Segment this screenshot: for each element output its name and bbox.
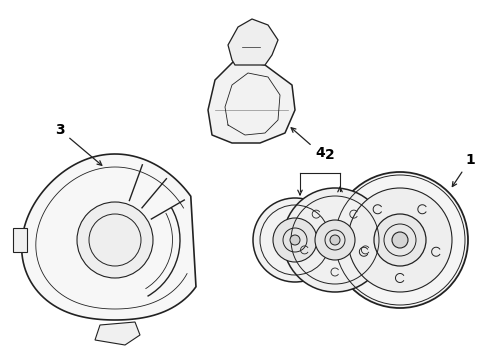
Circle shape	[332, 172, 468, 308]
Text: 4: 4	[291, 128, 325, 160]
Circle shape	[392, 232, 408, 248]
Polygon shape	[228, 19, 278, 65]
Circle shape	[330, 235, 340, 245]
Circle shape	[283, 188, 387, 292]
Circle shape	[273, 218, 317, 262]
Circle shape	[374, 214, 426, 266]
Text: 3: 3	[55, 123, 102, 165]
Circle shape	[315, 220, 355, 260]
Polygon shape	[208, 60, 295, 143]
Polygon shape	[22, 154, 196, 320]
Polygon shape	[95, 322, 140, 345]
Circle shape	[348, 188, 452, 292]
Text: 2: 2	[325, 148, 335, 162]
Text: 1: 1	[452, 153, 475, 186]
Polygon shape	[13, 228, 27, 252]
Circle shape	[290, 235, 300, 245]
Circle shape	[77, 202, 153, 278]
Circle shape	[253, 198, 337, 282]
